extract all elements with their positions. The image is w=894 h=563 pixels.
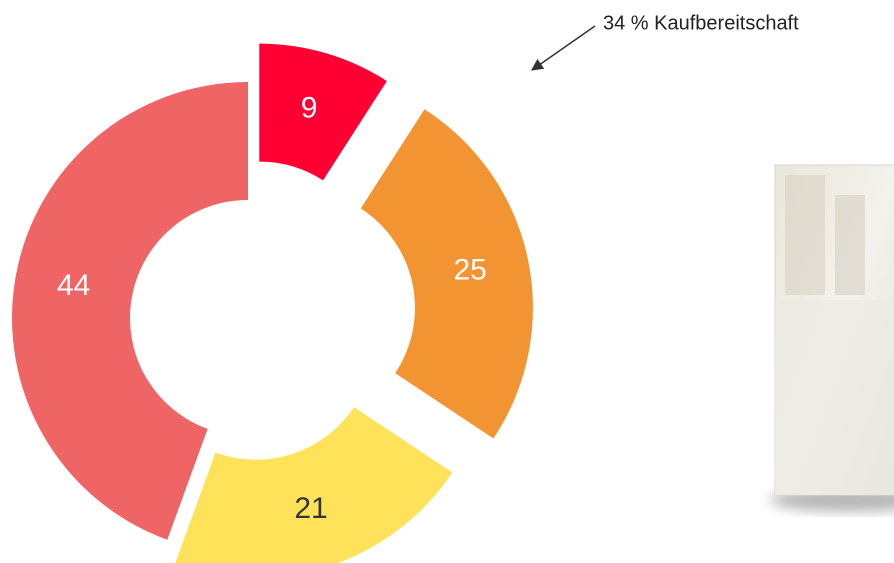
donut-segment: [259, 43, 387, 181]
annotation: 34 % Kaufbereitschaft: [531, 12, 799, 71]
annotation-arrow: [531, 25, 596, 71]
donut-segment: [12, 82, 249, 540]
donut: 9 25 21 44: [12, 43, 533, 563]
data-label: 21: [294, 492, 327, 525]
data-label: 44: [57, 269, 90, 302]
donut-segment: [360, 109, 533, 439]
data-label: 9: [301, 92, 318, 125]
photo: [770, 164, 894, 512]
donut-segment: [175, 407, 453, 563]
data-label: 25: [454, 253, 487, 286]
annotation-text: 34 % Kaufbereitschaft: [603, 12, 799, 34]
